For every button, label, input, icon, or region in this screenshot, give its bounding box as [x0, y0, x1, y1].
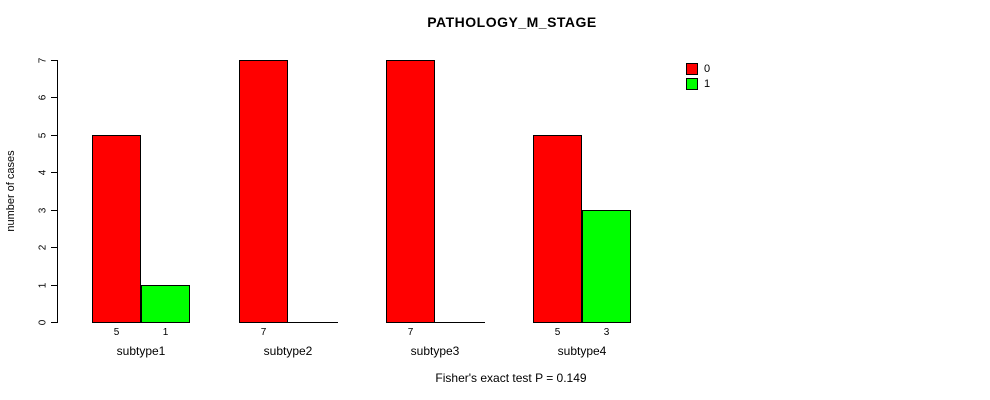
y-tick-mark: [51, 247, 57, 248]
bar-subtype4-1: [582, 210, 631, 323]
y-tick-label: 7: [37, 57, 49, 64]
y-tick-label: 1: [37, 282, 49, 289]
chart-title: PATHOLOGY_M_STAGE: [427, 14, 597, 30]
y-tick-label: 0: [37, 319, 49, 326]
bar-subtype1-1: [141, 285, 190, 323]
legend-label: 0: [704, 62, 711, 75]
y-tick-label: 4: [37, 169, 49, 176]
bar-subtype1-0: [92, 135, 141, 323]
bar-count-label: 5: [113, 327, 120, 338]
y-axis-label: number of cases: [5, 150, 17, 232]
y-tick-mark: [51, 97, 57, 98]
y-tick-label: 3: [37, 207, 49, 214]
bar-count-label: 3: [603, 327, 610, 338]
legend-entry-1: 1: [686, 76, 710, 91]
category-label-subtype4: subtype4: [557, 344, 607, 358]
legend-label: 1: [704, 77, 711, 90]
bar-count-label: 1: [162, 327, 169, 338]
bar-count-label: 7: [407, 327, 414, 338]
bar-count-label: 7: [260, 327, 267, 338]
bar-subtype4-0: [533, 135, 582, 323]
y-tick-label: 5: [37, 132, 49, 139]
y-tick-label: 6: [37, 94, 49, 101]
y-tick-mark: [51, 285, 57, 286]
bar-count-label: 5: [554, 327, 561, 338]
category-label-subtype2: subtype2: [263, 344, 313, 358]
category-label-subtype1: subtype1: [116, 344, 166, 358]
zero-bar-subtype3-1: [435, 322, 485, 323]
zero-bar-subtype2-1: [288, 322, 338, 323]
statistical-test-annotation: Fisher's exact test P = 0.149: [435, 371, 587, 385]
y-tick-mark: [51, 210, 57, 211]
category-label-subtype3: subtype3: [410, 344, 460, 358]
y-tick-mark: [51, 322, 57, 323]
y-tick-mark: [51, 135, 57, 136]
y-tick-mark: [51, 172, 57, 173]
bar-subtype3-0: [386, 60, 435, 323]
legend-swatch-icon: [686, 62, 698, 75]
y-tick-label: 2: [37, 244, 49, 251]
bar-subtype2-0: [239, 60, 288, 323]
y-axis-line: [57, 60, 58, 323]
legend-entry-0: 0: [686, 61, 710, 76]
legend-swatch-icon: [686, 77, 698, 90]
y-tick-mark: [51, 60, 57, 61]
